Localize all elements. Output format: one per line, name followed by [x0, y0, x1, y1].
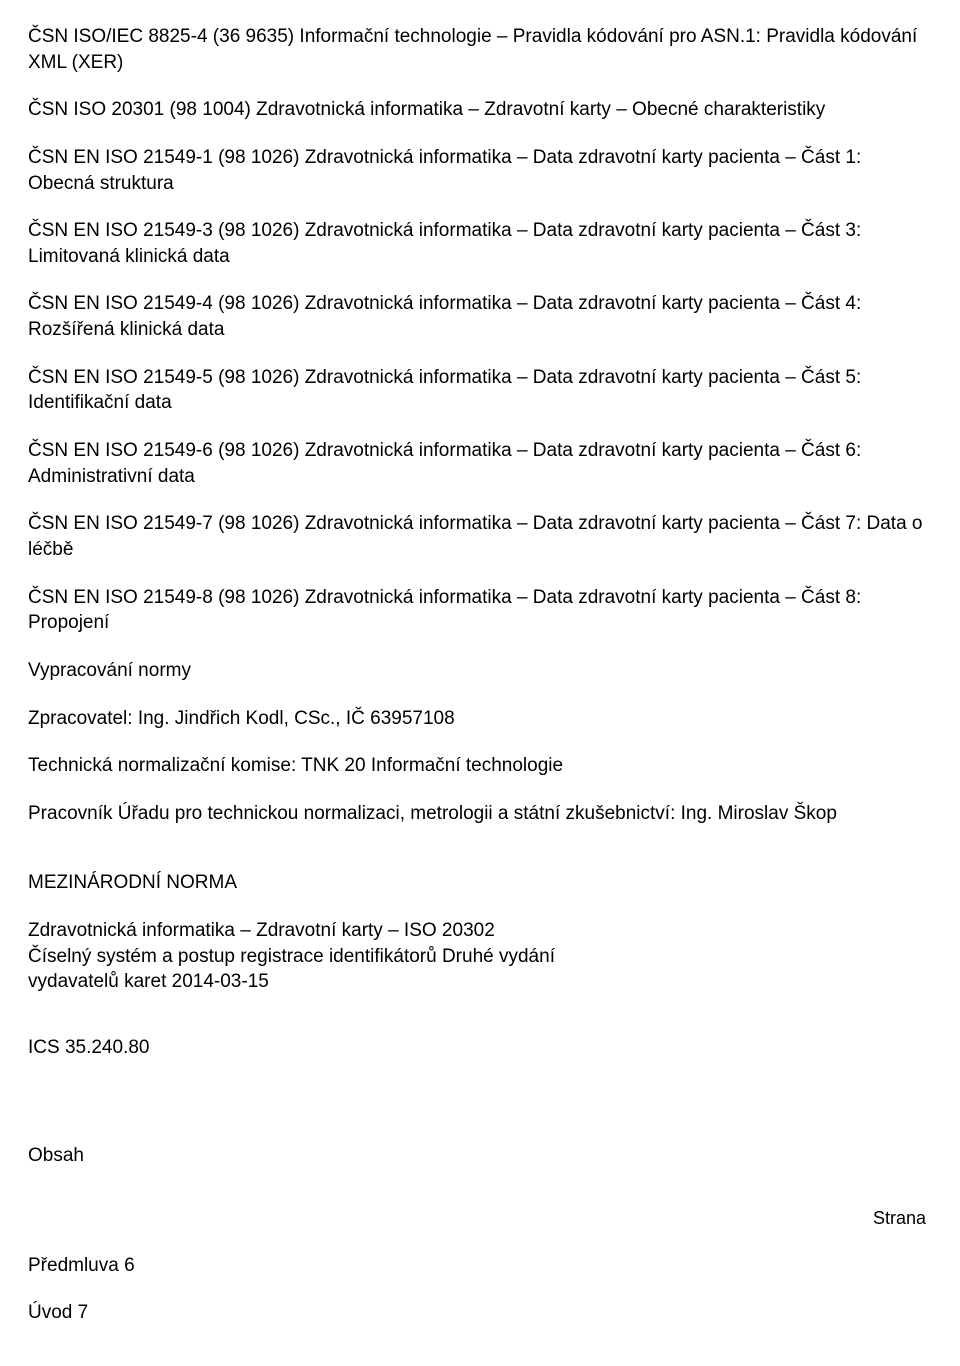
- standard-title-line: Číselný systém a postup registrace ident…: [28, 946, 555, 967]
- worker-line: Pracovník Úřadu pro technickou normaliza…: [28, 801, 932, 827]
- standard-title-line: vydavatelů karet 2014-03-15: [28, 971, 269, 992]
- standard-ref: ČSN EN ISO 21549-3 (98 1026) Zdravotnick…: [28, 218, 932, 269]
- standard-ref: ČSN EN ISO 21549-8 (98 1026) Zdravotnick…: [28, 585, 932, 636]
- page-label-row: Strana: [28, 1206, 932, 1230]
- ics-code: ICS 35.240.80: [28, 1035, 932, 1061]
- international-standard-heading: MEZINÁRODNÍ NORMA: [28, 870, 932, 896]
- standard-ref: ČSN ISO 20301 (98 1004) Zdravotnická inf…: [28, 97, 932, 123]
- standard-title-block: Zdravotnická informatika – Zdravotní kar…: [28, 918, 932, 995]
- spacer: [28, 1083, 932, 1143]
- section-heading: Vypracování normy: [28, 658, 932, 684]
- contents-heading: Obsah: [28, 1143, 932, 1169]
- committee-line: Technická normalizační komise: TNK 20 In…: [28, 753, 932, 779]
- toc-entry-predmluva: Předmluva 6: [28, 1253, 932, 1279]
- standard-ref: ČSN EN ISO 21549-4 (98 1026) Zdravotnick…: [28, 291, 932, 342]
- page-label: Strana: [873, 1206, 932, 1230]
- standard-ref: ČSN EN ISO 21549-7 (98 1026) Zdravotnick…: [28, 511, 932, 562]
- toc-entry-uvod: Úvod 7: [28, 1300, 932, 1326]
- standard-ref: ČSN ISO/IEC 8825-4 (36 9635) Informační …: [28, 24, 932, 75]
- standard-ref: ČSN EN ISO 21549-6 (98 1026) Zdravotnick…: [28, 438, 932, 489]
- standard-ref: ČSN EN ISO 21549-5 (98 1026) Zdravotnick…: [28, 365, 932, 416]
- standard-ref: ČSN EN ISO 21549-1 (98 1026) Zdravotnick…: [28, 145, 932, 196]
- author-line: Zpracovatel: Ing. Jindřich Kodl, CSc., I…: [28, 706, 932, 732]
- standard-title-line: Zdravotnická informatika – Zdravotní kar…: [28, 920, 495, 941]
